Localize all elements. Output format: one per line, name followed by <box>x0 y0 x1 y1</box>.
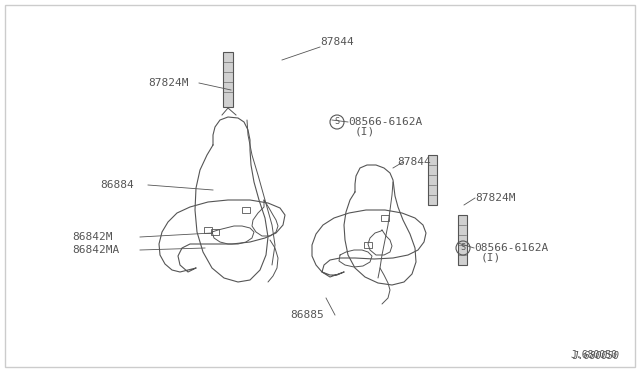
Text: 86842MA: 86842MA <box>72 245 119 255</box>
Text: 86842M: 86842M <box>72 232 113 242</box>
Text: 87844: 87844 <box>320 37 354 47</box>
Text: J.680050: J.680050 <box>572 351 619 361</box>
Text: 86884: 86884 <box>100 180 134 190</box>
Text: S: S <box>461 244 465 253</box>
Text: 08566-6162A: 08566-6162A <box>348 117 422 127</box>
Text: 08566-6162A: 08566-6162A <box>474 243 548 253</box>
Bar <box>204 227 212 233</box>
Text: 86885: 86885 <box>290 310 324 320</box>
Text: 87824M: 87824M <box>475 193 515 203</box>
Text: S: S <box>335 118 339 126</box>
Text: 87844: 87844 <box>397 157 431 167</box>
Bar <box>381 215 389 221</box>
Text: J.680050: J.680050 <box>570 350 617 360</box>
Bar <box>364 242 372 248</box>
Text: (I): (I) <box>355 127 375 137</box>
Text: 87824M: 87824M <box>148 78 189 88</box>
Text: (I): (I) <box>481 253 501 263</box>
Bar <box>428 155 437 205</box>
Bar <box>211 229 219 235</box>
Bar <box>242 207 250 213</box>
Bar <box>223 52 233 107</box>
Bar <box>458 215 467 265</box>
